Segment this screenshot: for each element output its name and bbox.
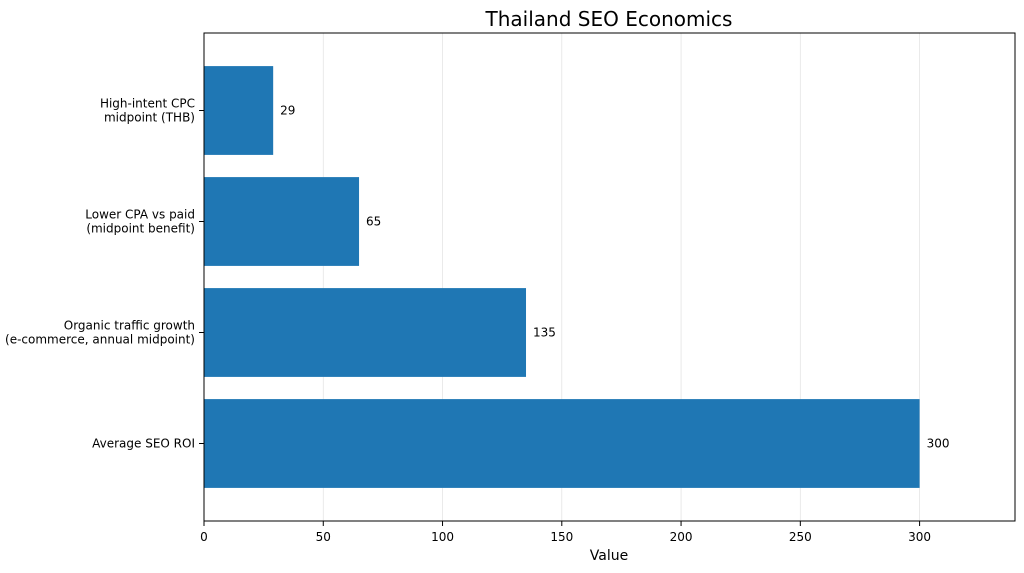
bar xyxy=(204,399,920,488)
y-tick-label-line: Organic traffic growth xyxy=(64,319,195,333)
y-tick-label: Organic traffic growth (e-commerce, annua… xyxy=(5,319,195,347)
y-tick-label-line: (e-commerce, annual midpoint) xyxy=(5,333,195,347)
y-tick-label-line: High-intent CPC xyxy=(100,97,195,111)
y-tick-label: Average SEO ROI xyxy=(92,437,195,451)
y-axis-ticks: Average SEO ROI Organic traffic growth (e-… xyxy=(5,97,204,451)
y-tick-label: High-intent CPC midpoint (THB) xyxy=(100,97,195,125)
bar-value-label: 29 xyxy=(280,104,295,118)
y-tick-label-line: midpoint (THB) xyxy=(104,111,195,125)
bars-layer: 300 135 65 29 xyxy=(204,66,949,488)
chart-title: Thailand SEO Economics xyxy=(485,7,733,31)
plot-frame xyxy=(203,32,1016,522)
x-tick-label: 50 xyxy=(316,530,331,544)
bar-value-label: 65 xyxy=(366,215,381,229)
y-tick-label-line: (midpoint benefit) xyxy=(86,222,195,236)
bar-value-label: 300 xyxy=(927,437,950,451)
x-tick-label: 300 xyxy=(908,530,931,544)
bar xyxy=(204,177,360,266)
x-axis-label: Value xyxy=(590,548,628,564)
bar-value-label: 135 xyxy=(533,326,556,340)
x-tick-label: 100 xyxy=(431,530,454,544)
y-tick-label-line: Lower CPA vs paid xyxy=(85,208,195,222)
x-tick-label: 200 xyxy=(670,530,693,544)
x-axis-ticks: 0 50 100 150 200 250 300 xyxy=(200,521,931,544)
x-tick-label: 250 xyxy=(789,530,812,544)
y-tick-label: Lower CPA vs paid (midpoint benefit) xyxy=(85,208,195,236)
bar xyxy=(204,66,274,155)
y-tick-label-line: Average SEO ROI xyxy=(92,437,195,451)
x-tick-label: 0 xyxy=(200,530,208,544)
bar xyxy=(204,288,527,377)
x-tick-label: 150 xyxy=(550,530,573,544)
